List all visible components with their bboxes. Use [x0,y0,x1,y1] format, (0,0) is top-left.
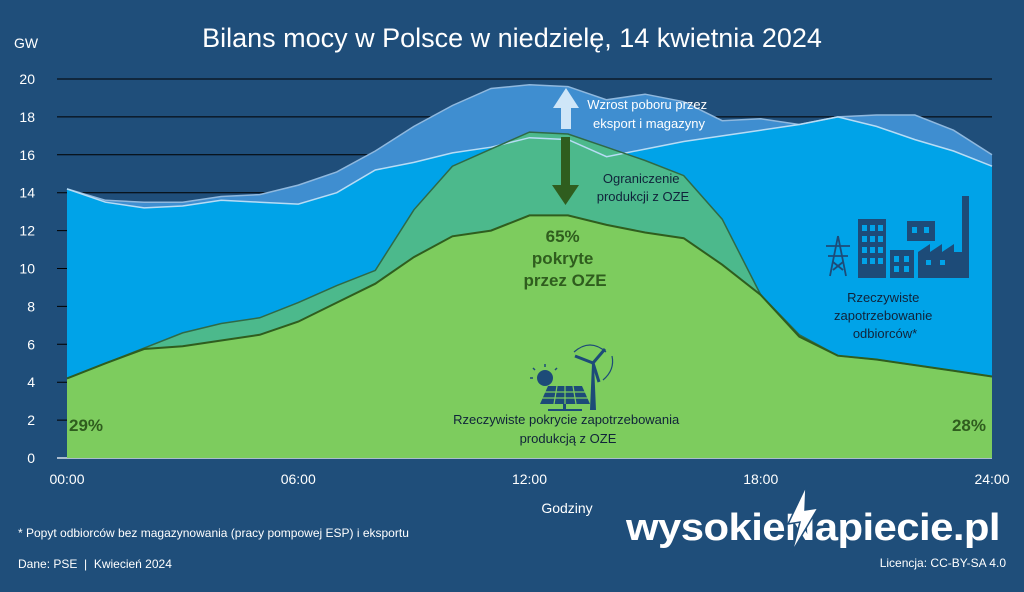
footnote: * Popyt odbiorców bez magazynowania (pra… [18,526,409,540]
export-arrow [553,88,579,129]
curtailment-arrow-shaft [561,137,570,187]
annotation-demand: Rzeczywiste zapotrzebowanie odbiorców* [834,290,936,341]
chart-title: Bilans mocy w Polsce w niedzielę, 14 kwi… [202,23,822,53]
y-axis-unit: GW [14,35,39,51]
lightning-bolt-icon [786,485,820,553]
curtailment-arrow [552,137,579,205]
y-tick-label: 20 [19,71,35,87]
annotation-curtailment: Ograniczenie produkcji z OZE [597,171,690,204]
export-arrow-shaft [561,107,571,129]
y-tick-label: 10 [19,261,35,277]
solar-panel-grid [542,385,588,405]
x-tick-label: 00:00 [49,471,84,487]
sun-icon [537,370,553,386]
renewables-icon [530,344,614,411]
export-arrow-head [553,88,579,108]
sun-rays [530,364,558,379]
y-tick-label: 14 [19,185,35,201]
power-pylon-icon [826,235,850,277]
building-annex-icon [907,221,935,241]
y-tick-label: 8 [27,298,35,314]
y-tick-label: 2 [27,412,35,428]
y-tick-label: 16 [19,147,35,163]
x-tick-label: 24:00 [974,471,1009,487]
annotation-share-start: 29% [69,416,103,435]
x-tick-label: 06:00 [281,471,316,487]
factory-icon [918,196,969,278]
building-windows [862,225,945,272]
annotation-share-peak: 65% pokryte przez OZE [523,227,606,290]
data-source: Dane: PSE | Kwiecień 2024 [18,557,172,571]
x-axis-ticks: 00:00 06:00 12:00 18:00 24:00 [49,471,1009,487]
x-tick-label: 12:00 [512,471,547,487]
annotation-renewables: Rzeczywiste pokrycie zapotrzebowania pro… [453,412,683,446]
x-tick-label: 18:00 [743,471,778,487]
area-renewables [67,215,992,458]
annotation-share-end: 28% [952,416,986,435]
x-axis-label: Godziny [541,500,592,516]
y-tick-label: 18 [19,109,35,125]
line-re-used [66,214,993,380]
y-axis-ticks: 0 2 4 6 8 10 12 14 16 18 20 [19,71,35,466]
y-tick-label: 4 [27,374,35,390]
small-building-icon [890,250,914,278]
license-text: Licencja: CC-BY-SA 4.0 [880,556,1007,570]
curtailment-arrow-head [552,185,579,205]
line-demand [66,116,993,209]
annotation-export-storage: Wzrost poboru przez eksport i magazyny [587,97,711,131]
y-tick-label: 0 [27,450,35,466]
area-series [66,83,993,459]
y-tick-label: 6 [27,336,35,352]
wind-turbine-icon [573,344,614,410]
demand-icon [826,196,969,278]
y-tick-label: 12 [19,223,35,239]
brand-logo: wysokieNapiecie.pl [625,485,1001,553]
